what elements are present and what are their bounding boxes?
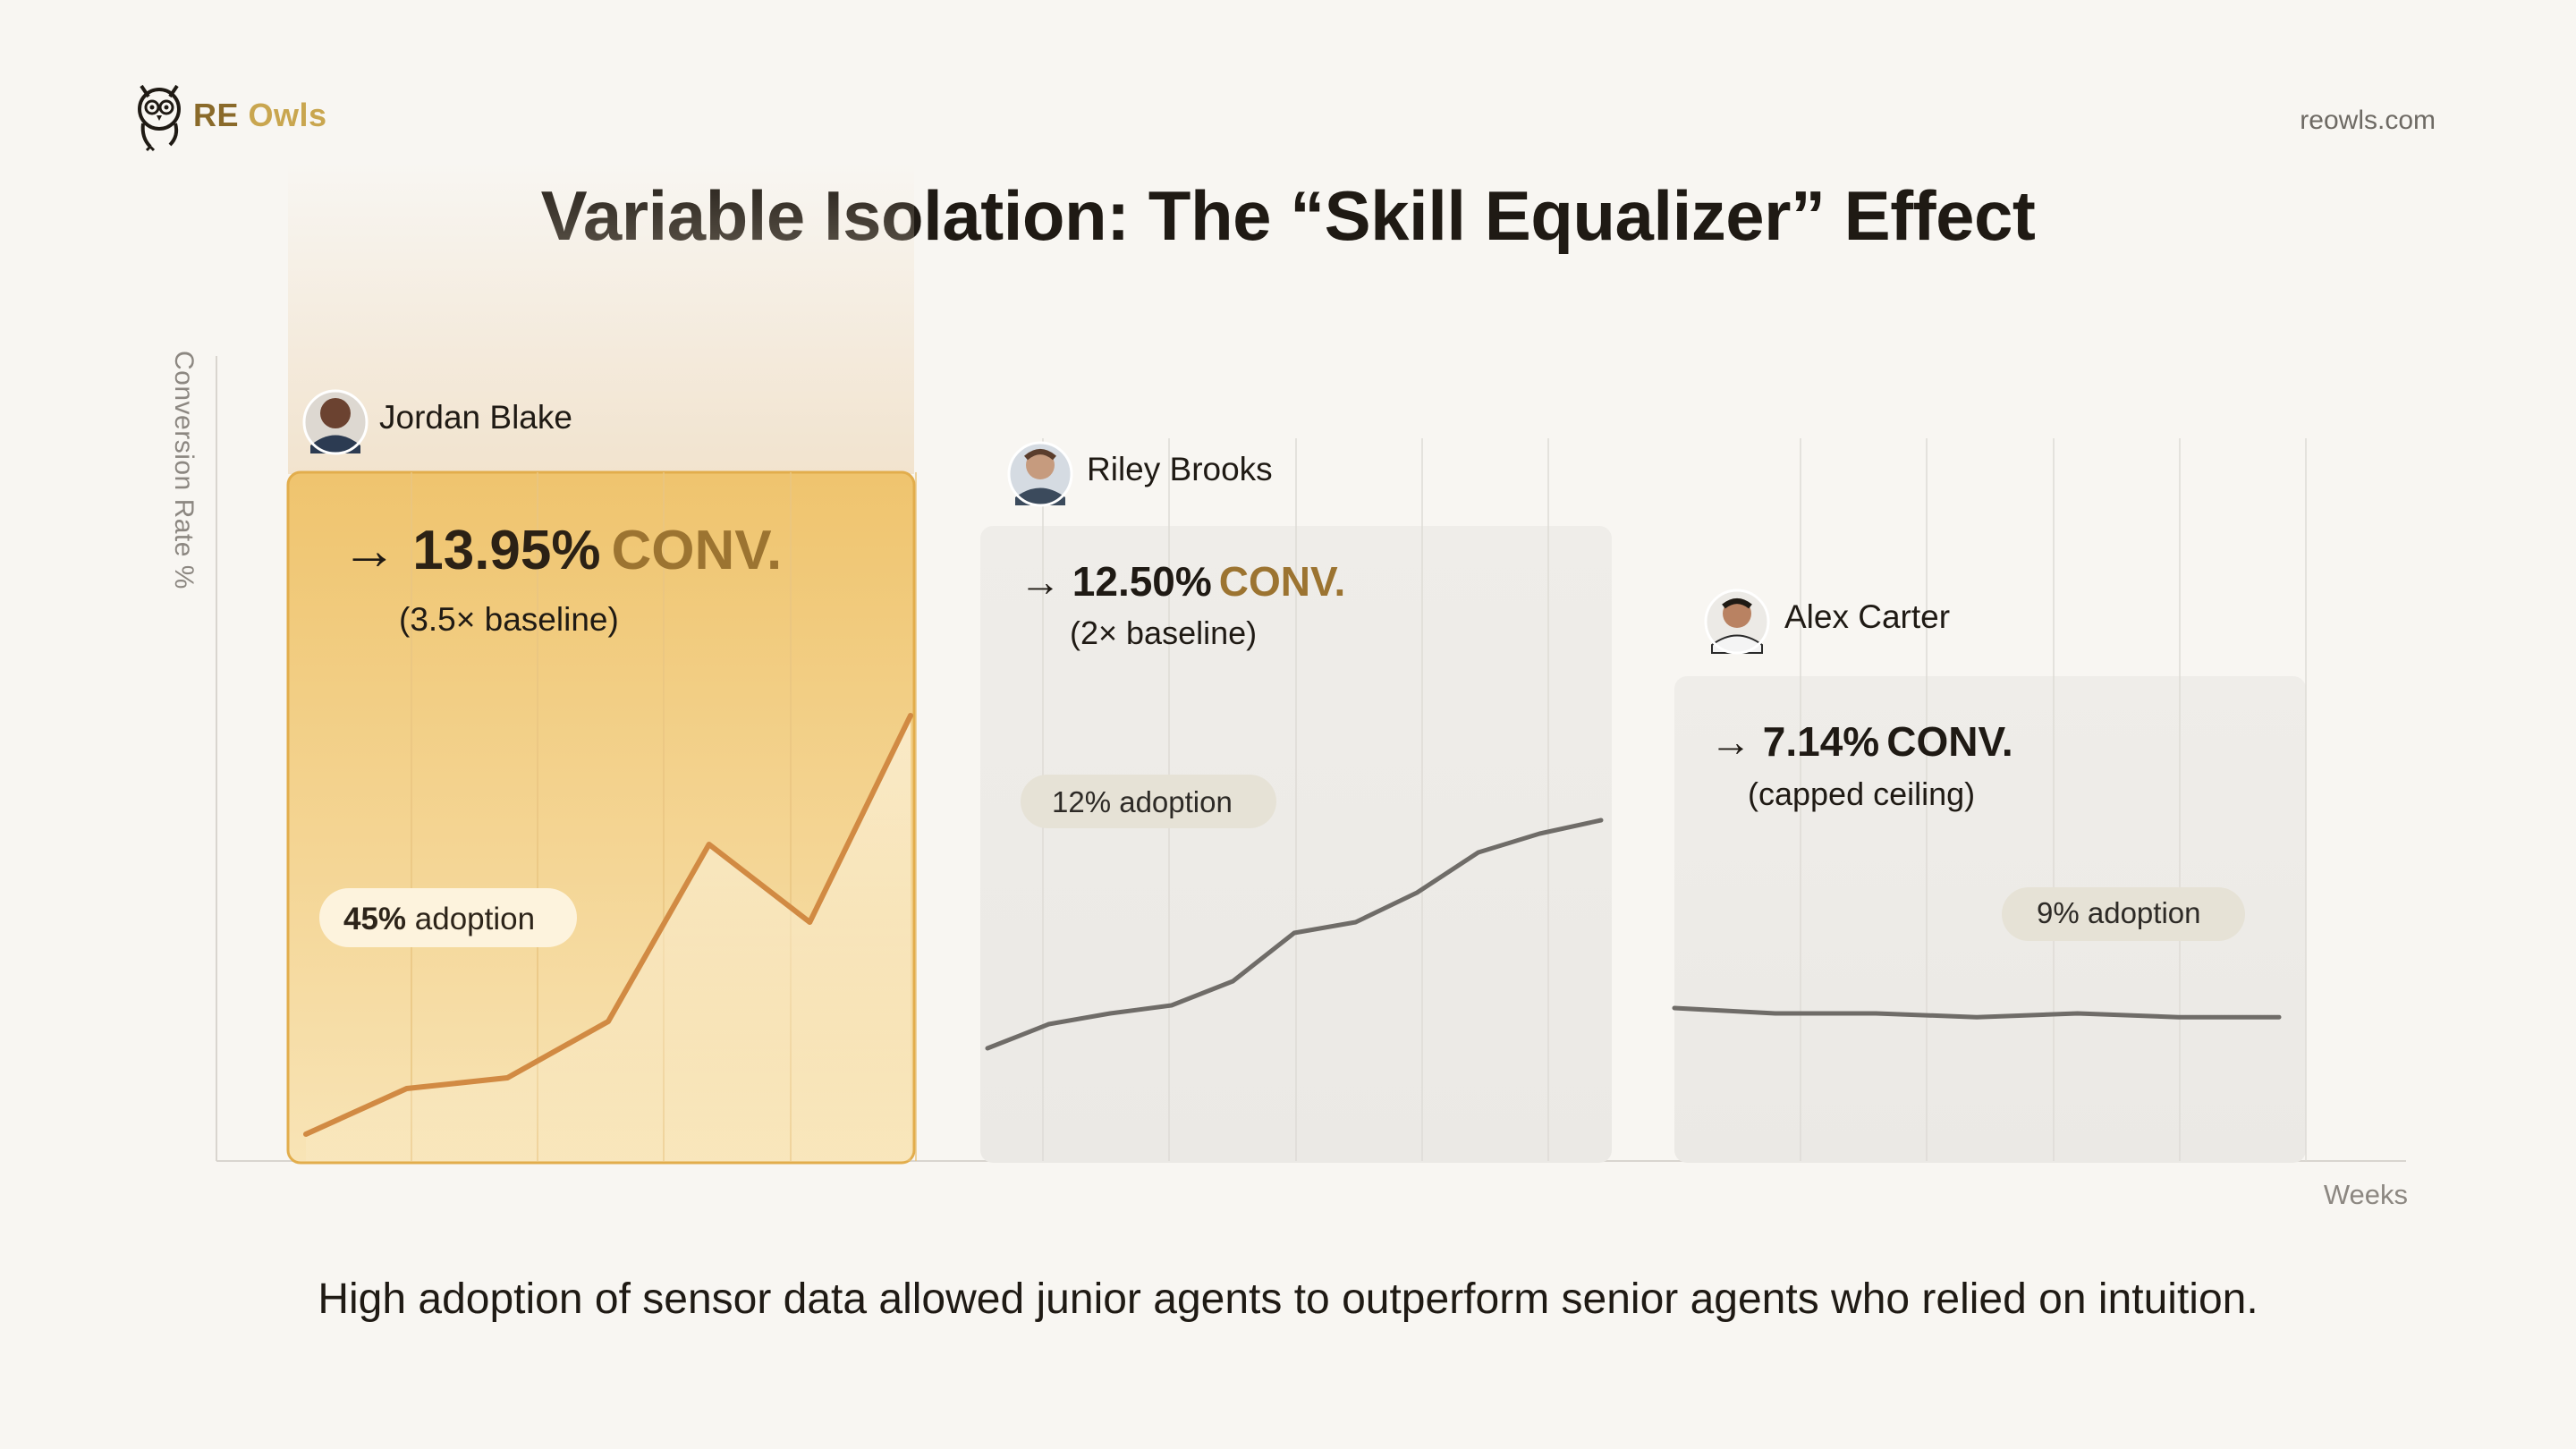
- avatar-alex[interactable]: [1704, 589, 1770, 655]
- panel-alex: [1674, 676, 2306, 1163]
- x-axis-label: Weeks: [2323, 1179, 2408, 1210]
- conv-unit-alex: CONV.: [1886, 718, 2012, 765]
- series-area-jordan: [306, 716, 911, 1161]
- note-riley: (2× baseline): [1070, 614, 1257, 651]
- caption: High adoption of sensor data allowed jun…: [318, 1275, 2258, 1323]
- adoption-word-alex: adoption: [2080, 896, 2201, 929]
- agent-name-jordan: Jordan Blake: [379, 399, 572, 436]
- adoption-value-riley: 12%: [1052, 785, 1111, 818]
- arrow-icon: →: [1710, 718, 1763, 765]
- adoption-pill-jordan: [319, 888, 577, 947]
- note-alex: (capped ceiling): [1748, 775, 1975, 812]
- brand-name-re: RE: [193, 97, 240, 133]
- adoption-text-jordan: 45% adoption: [343, 902, 535, 936]
- adoption-text-alex: 9% adoption: [2037, 896, 2201, 929]
- site-url[interactable]: reowls.com: [2300, 106, 2436, 135]
- agent-name-alex: Alex Carter: [1784, 598, 1950, 635]
- brand-name-owls: Owls: [239, 97, 327, 133]
- agent-name-riley: Riley Brooks: [1087, 451, 1273, 487]
- adoption-word-riley: adoption: [1111, 785, 1233, 818]
- highlight-glow: [288, 161, 914, 474]
- adoption-value-alex: 9%: [2037, 896, 2080, 929]
- owl-icon: [138, 84, 181, 152]
- conv-value-riley: 12.50%: [1072, 558, 1212, 605]
- arrow-icon: →: [342, 520, 412, 581]
- y-axis-label: Conversion Rate %: [169, 351, 199, 589]
- adoption-pill-riley: [1021, 775, 1276, 828]
- headline-alex: → 7.14% CONV.: [1710, 718, 2013, 765]
- avatar-jordan[interactable]: [302, 389, 369, 455]
- week-gridlines: [411, 438, 2307, 1161]
- arrow-icon: →: [1020, 558, 1072, 605]
- conv-value-alex: 7.14%: [1763, 718, 1879, 765]
- conv-value-jordan: 13.95%: [412, 520, 600, 581]
- avatar-riley[interactable]: [1007, 441, 1073, 507]
- adoption-word-jordan: adoption: [406, 902, 535, 936]
- headline-jordan: → 13.95% CONV.: [342, 520, 782, 581]
- adoption-pill-alex: [2002, 887, 2245, 941]
- adoption-text-riley: 12% adoption: [1052, 785, 1233, 818]
- conv-unit-riley: CONV.: [1219, 558, 1345, 605]
- brand-logo[interactable]: RE Owls: [132, 79, 327, 152]
- headline-riley: → 12.50% CONV.: [1020, 558, 1345, 605]
- adoption-value-jordan: 45%: [343, 902, 406, 936]
- conv-unit-jordan: CONV.: [612, 520, 783, 581]
- note-jordan: (3.5× baseline): [399, 601, 619, 638]
